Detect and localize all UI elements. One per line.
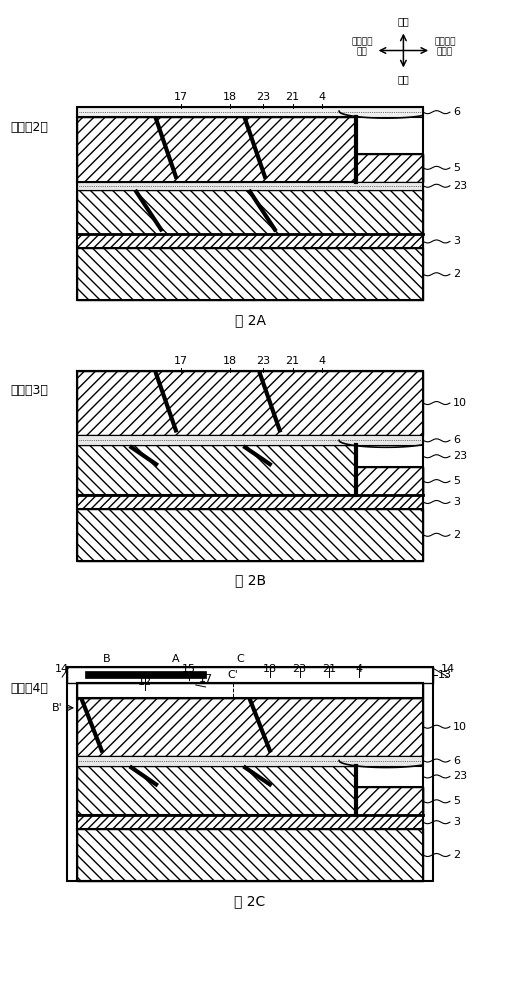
Text: 3: 3 — [453, 497, 460, 507]
Bar — [77, 495, 423, 509]
Text: 13: 13 — [438, 670, 452, 680]
Text: 6: 6 — [453, 435, 460, 445]
Bar — [77, 371, 423, 435]
Bar — [77, 683, 423, 698]
Text: 10: 10 — [453, 722, 467, 732]
Bar — [77, 435, 423, 445]
Text: 5: 5 — [453, 796, 460, 806]
Bar — [67, 667, 433, 881]
Bar — [77, 182, 423, 190]
Text: 14: 14 — [441, 664, 455, 674]
Bar — [77, 509, 423, 561]
Text: 23: 23 — [256, 356, 270, 366]
Text: 14: 14 — [55, 664, 69, 674]
Polygon shape — [77, 445, 423, 495]
Text: 17: 17 — [174, 92, 188, 102]
Bar — [77, 371, 423, 561]
Text: 12: 12 — [138, 677, 152, 687]
Text: 4: 4 — [319, 92, 326, 102]
Text: 图 2B: 图 2B — [234, 574, 266, 588]
Bar — [77, 248, 423, 300]
Text: 4: 4 — [356, 664, 363, 674]
Polygon shape — [77, 766, 423, 815]
Text: 2: 2 — [453, 530, 460, 540]
Bar — [77, 815, 423, 829]
Text: 图 2A: 图 2A — [234, 313, 266, 327]
Bar — [77, 698, 423, 756]
Text: 23: 23 — [453, 451, 467, 461]
Bar — [356, 787, 423, 815]
Text: 23: 23 — [256, 92, 270, 102]
Text: 上侧: 上侧 — [398, 17, 409, 27]
Text: 工序（4）: 工序（4） — [11, 682, 49, 695]
Text: 工序（2）: 工序（2） — [11, 121, 49, 134]
Text: 15: 15 — [182, 664, 196, 674]
Text: 10: 10 — [453, 398, 467, 408]
Bar — [77, 107, 423, 300]
Bar — [77, 683, 423, 881]
Text: 23: 23 — [292, 664, 307, 674]
Bar — [85, 671, 206, 678]
Text: 2: 2 — [453, 269, 460, 279]
Text: 21: 21 — [286, 92, 300, 102]
Text: 5: 5 — [453, 163, 460, 173]
Text: 2: 2 — [453, 850, 460, 860]
Bar — [77, 190, 423, 234]
Bar — [77, 234, 423, 248]
Text: 3: 3 — [453, 817, 460, 827]
Text: 5: 5 — [453, 476, 460, 486]
Bar — [77, 756, 423, 766]
Text: 3: 3 — [453, 236, 460, 246]
Bar — [356, 467, 423, 495]
Text: C': C' — [228, 670, 239, 680]
Bar — [356, 154, 423, 182]
Text: 工序（3）: 工序（3） — [11, 384, 49, 397]
Text: 23: 23 — [453, 181, 467, 191]
Text: B: B — [103, 654, 110, 664]
Text: 宽度方向
一侧: 宽度方向 一侧 — [351, 37, 373, 56]
Text: 18: 18 — [223, 92, 238, 102]
Text: 21: 21 — [322, 664, 336, 674]
Text: 17: 17 — [174, 356, 188, 366]
Text: 18: 18 — [263, 664, 277, 674]
Bar — [67, 667, 433, 683]
Text: A: A — [172, 654, 180, 664]
Text: 下侧: 下侧 — [398, 74, 409, 84]
Text: 17: 17 — [199, 674, 212, 684]
Bar — [77, 107, 423, 117]
Text: 图 2C: 图 2C — [234, 894, 266, 908]
Text: 宽度方向
另一侧: 宽度方向 另一侧 — [434, 37, 456, 56]
Text: 6: 6 — [453, 756, 460, 766]
Text: 18: 18 — [223, 356, 238, 366]
Text: B': B' — [51, 703, 62, 713]
Text: 21: 21 — [286, 356, 300, 366]
Polygon shape — [77, 117, 423, 182]
Text: C: C — [236, 654, 244, 664]
Text: 23: 23 — [453, 771, 467, 781]
Bar — [77, 829, 423, 881]
Text: 4: 4 — [319, 356, 326, 366]
Text: 6: 6 — [453, 107, 460, 117]
